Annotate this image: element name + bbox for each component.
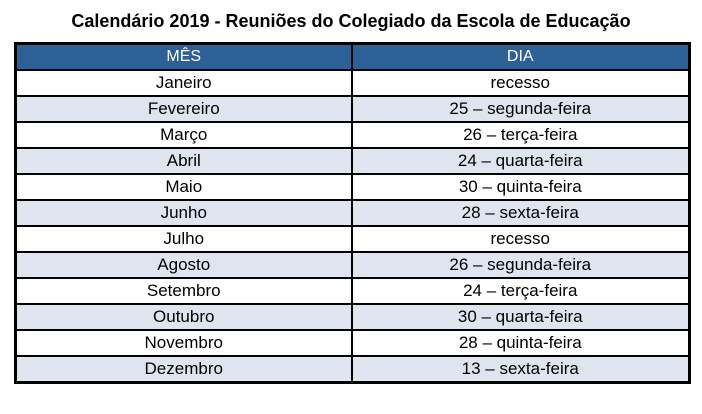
page-title: Calendário 2019 - Reuniões do Colegiado … [71, 11, 631, 31]
day-cell: 13 – sexta-feira [350, 355, 691, 384]
day-cell: 26 – terça-feira [350, 121, 691, 149]
table-row-maio: Maio 30 – quinta-feira [14, 173, 691, 201]
month-cell: Julho [14, 225, 353, 253]
month-cell: Janeiro [14, 69, 353, 97]
month-cell: Fevereiro [14, 95, 353, 123]
table-body: Janeiro recesso Fevereiro 25 – segunda-f… [14, 69, 691, 384]
day-cell: 24 – quarta-feira [350, 147, 691, 175]
table-row-junho: Junho 28 – sexta-feira [14, 199, 691, 227]
day-cell: 30 – quarta-feira [350, 303, 691, 331]
table-row-abril: Abril 24 – quarta-feira [14, 147, 691, 175]
table-row-janeiro: Janeiro recesso [14, 69, 691, 97]
month-cell: Setembro [14, 277, 353, 305]
column-header-mes: MÊS [14, 42, 353, 71]
month-cell: Abril [14, 147, 353, 175]
day-cell: 28 – sexta-feira [350, 199, 691, 227]
day-cell: 25 – segunda-feira [350, 95, 691, 123]
table-row-dezembro: Dezembro 13 – sexta-feira [14, 355, 691, 384]
month-cell: Novembro [14, 329, 353, 357]
calendar-table: MÊS DIA Janeiro recesso Fevereiro 25 – s… [14, 42, 691, 384]
table-row-marco: Março 26 – terça-feira [14, 121, 691, 149]
day-cell: 28 – quinta-feira [350, 329, 691, 357]
table-row-novembro: Novembro 28 – quinta-feira [14, 329, 691, 357]
month-cell: Junho [14, 199, 353, 227]
table-row-julho: Julho recesso [14, 225, 691, 253]
table-row-outubro: Outubro 30 – quarta-feira [14, 303, 691, 331]
day-cell: 26 – segunda-feira [350, 251, 691, 279]
table-row-setembro: Setembro 24 – terça-feira [14, 277, 691, 305]
month-cell: Dezembro [14, 355, 353, 384]
month-cell: Outubro [14, 303, 353, 331]
day-cell: 30 – quinta-feira [350, 173, 691, 201]
day-cell: 24 – terça-feira [350, 277, 691, 305]
table-row-agosto: Agosto 26 – segunda-feira [14, 251, 691, 279]
day-cell: recesso [350, 225, 691, 253]
month-cell: Maio [14, 173, 353, 201]
month-cell: Agosto [14, 251, 353, 279]
day-cell: recesso [350, 69, 691, 97]
table-row-fevereiro: Fevereiro 25 – segunda-feira [14, 95, 691, 123]
table-header-row: MÊS DIA [14, 42, 691, 71]
column-header-dia: DIA [350, 42, 691, 71]
month-cell: Março [14, 121, 353, 149]
